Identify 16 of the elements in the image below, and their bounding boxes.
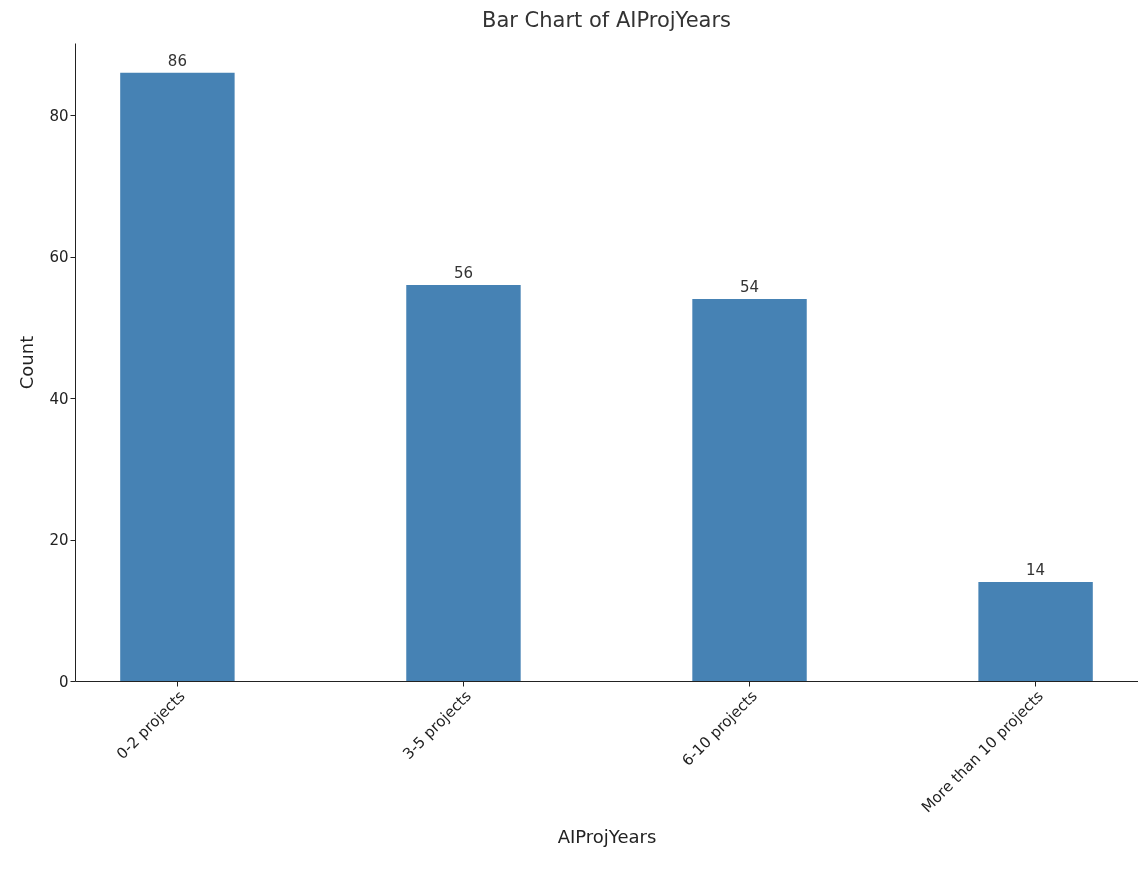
chart-title: Bar Chart of AIProjYears	[482, 8, 731, 32]
bar	[406, 284, 521, 681]
y-tick-label: 80	[49, 106, 69, 125]
bar	[692, 299, 807, 681]
bar	[978, 581, 1093, 681]
y-tick-label: 0	[58, 672, 69, 691]
y-tick-label: 20	[49, 531, 69, 550]
y-axis-title: Count	[16, 335, 38, 390]
y-tick-label: 40	[49, 389, 69, 408]
data-label: 14	[1026, 560, 1046, 579]
data-label: 86	[167, 51, 187, 70]
data-label: 56	[453, 263, 474, 282]
bar	[120, 72, 235, 681]
data-label: 54	[739, 278, 760, 297]
x-axis-title: AIProjYears	[557, 826, 657, 848]
y-tick-label: 60	[49, 248, 69, 267]
